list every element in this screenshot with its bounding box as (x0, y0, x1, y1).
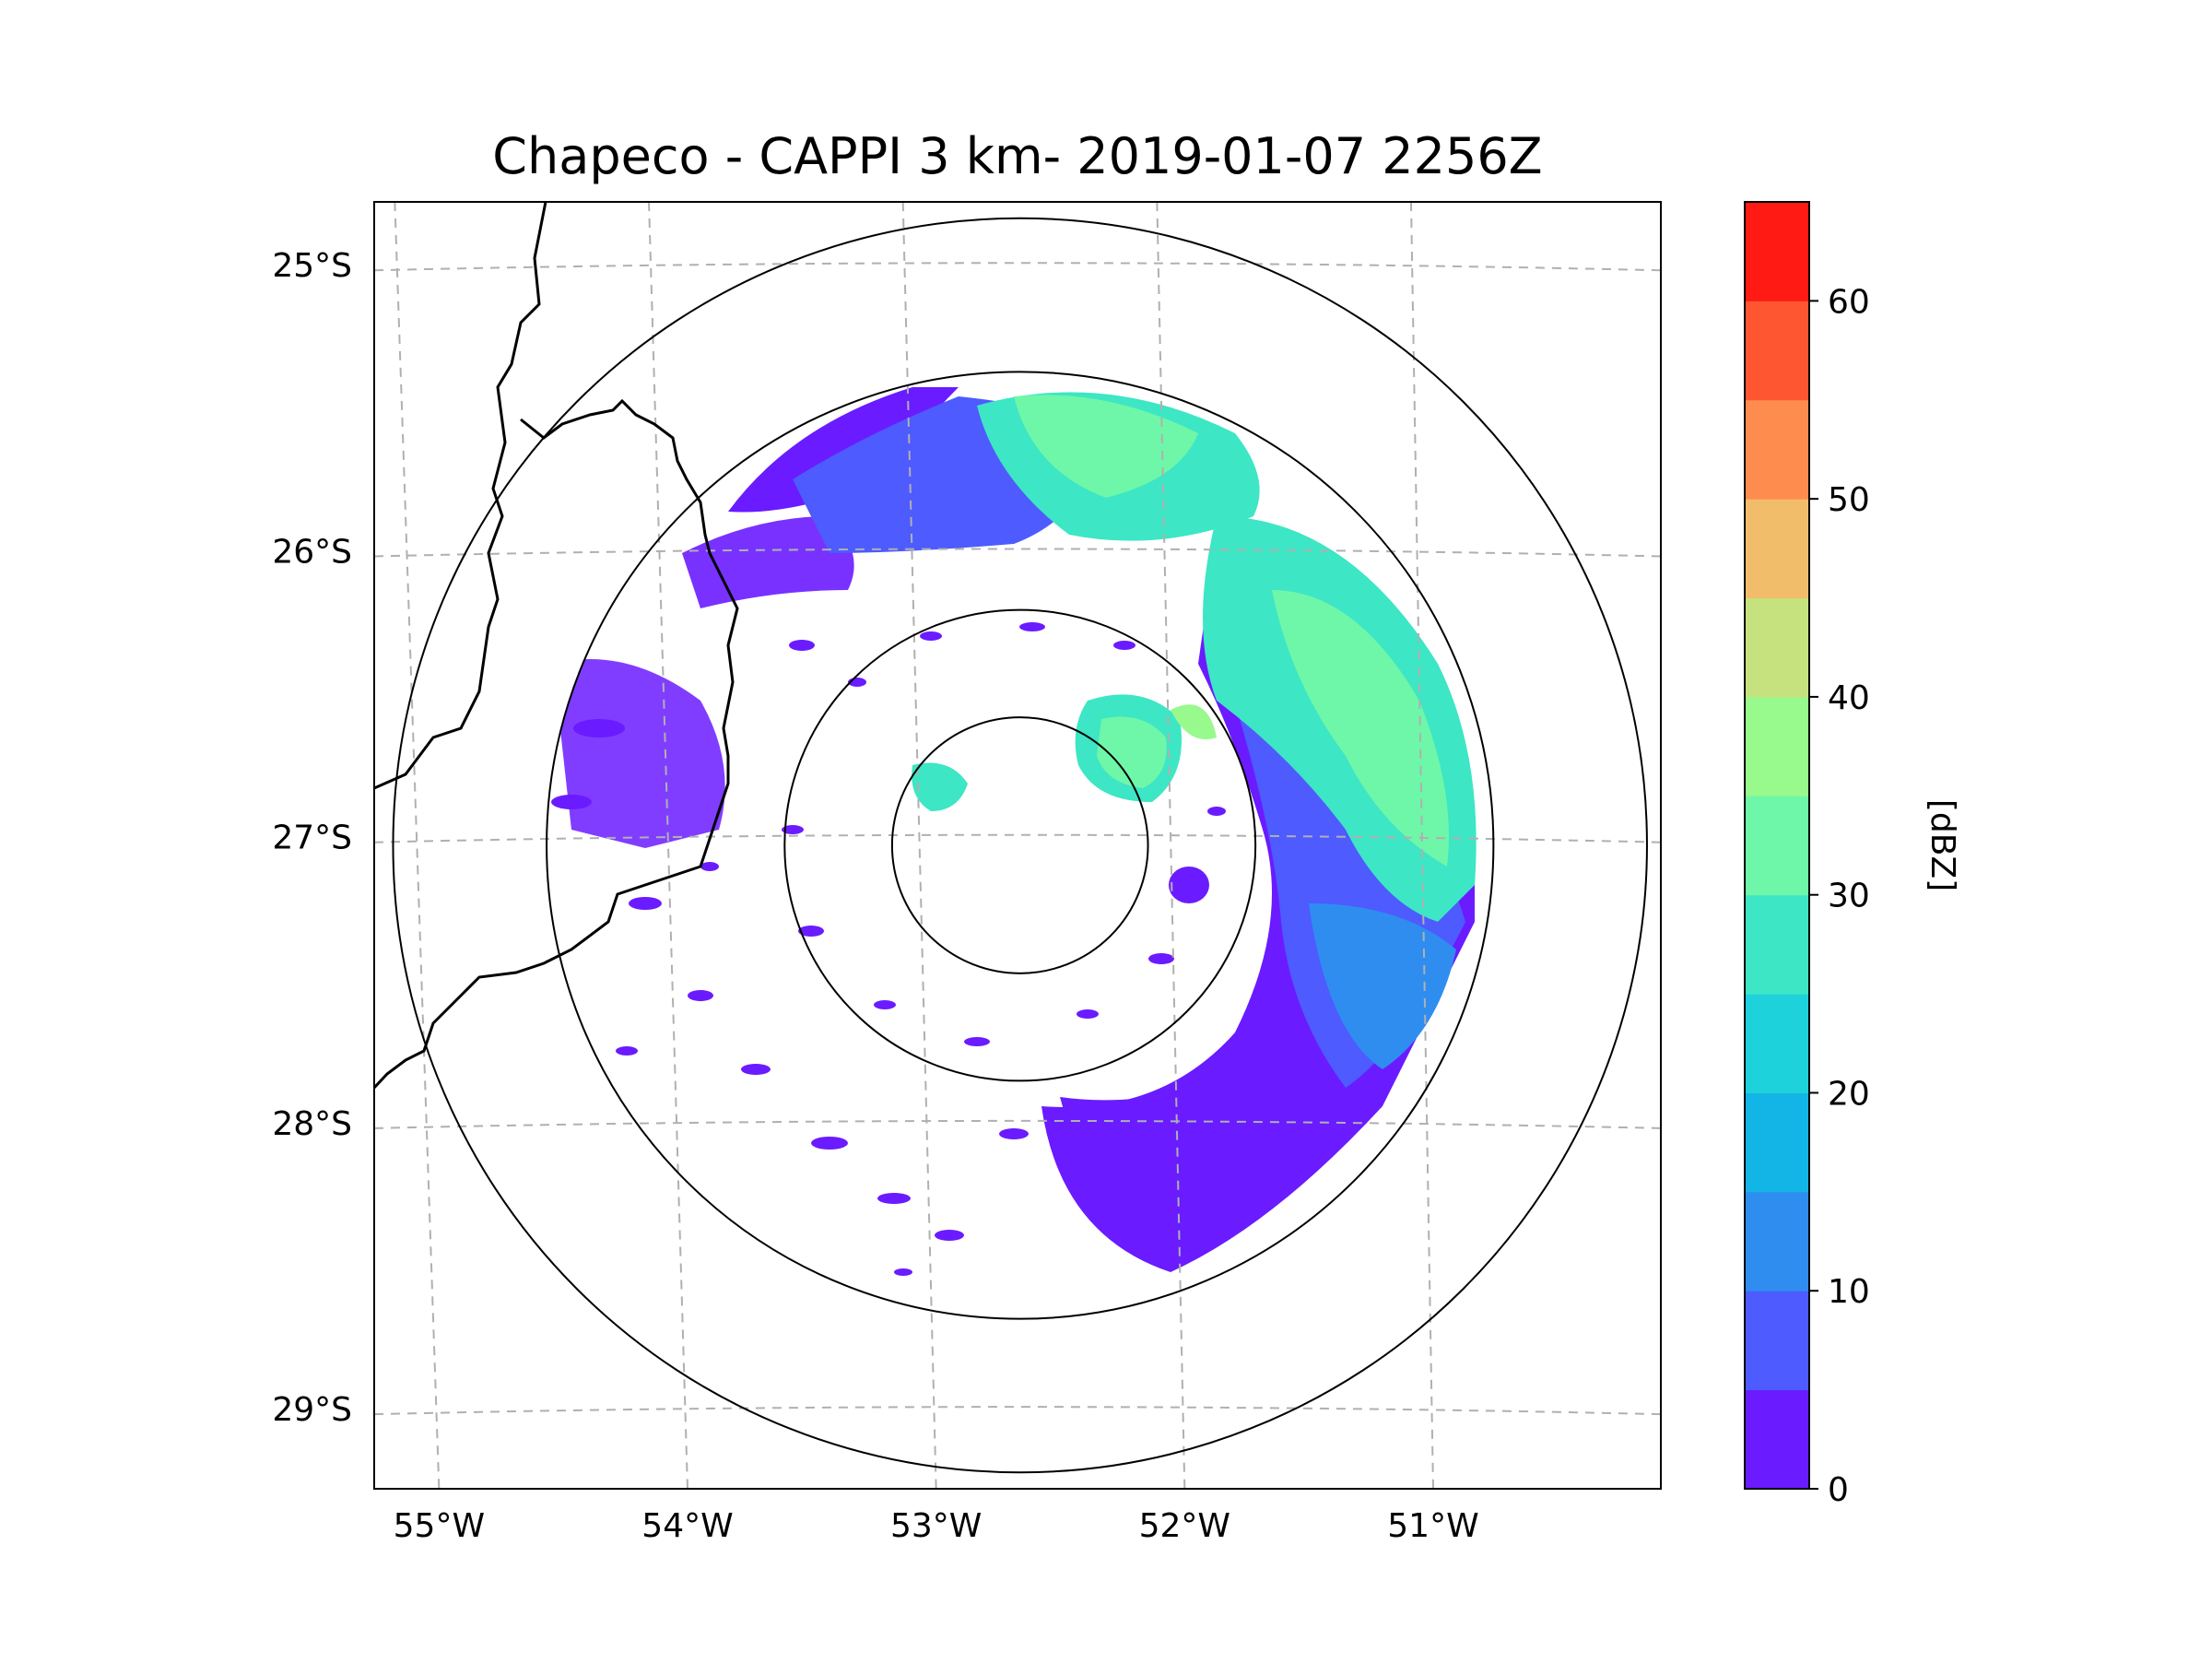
colorbar-bin (1745, 796, 1809, 896)
lat-tick-label: 25°S (272, 247, 352, 285)
echo-core-center-east (1097, 716, 1167, 788)
colorbar-tick-label: 30 (1828, 878, 1870, 915)
colorbar-bin (1745, 1291, 1809, 1391)
colorbar-bin (1745, 1092, 1809, 1193)
colorbar-tick-label: 60 (1828, 283, 1870, 321)
echo-core-small (1171, 704, 1217, 739)
range-rings (392, 217, 1648, 1474)
colorbar-bin (1745, 894, 1809, 995)
lon-tick-label: 51°W (1387, 1507, 1478, 1545)
colorbar-bin (1745, 202, 1809, 301)
colorbar-label: [dBZ] (1924, 799, 1961, 891)
colorbar-bin (1745, 696, 1809, 796)
range-ring (890, 716, 1149, 974)
echo-core-east (1272, 590, 1449, 867)
colorbar-tick-label: 50 (1828, 481, 1870, 519)
colorbar-tick-label: 0 (1828, 1471, 1849, 1509)
lat-tick-label: 27°S (272, 820, 352, 857)
lon-tick-labels: 55°W 54°W 53°W 52°W 51°W (394, 1507, 1479, 1545)
echo-region-west (553, 659, 725, 848)
colorbar-bin (1745, 399, 1809, 500)
colorbar-bin (1745, 597, 1809, 698)
colorbar-bin (1745, 301, 1809, 401)
radar-echo-layer (551, 387, 1477, 1276)
lat-tick-labels: 25°S 26°S 27°S 28°S 29°S (272, 247, 352, 1429)
lon-tick-label: 53°W (890, 1507, 982, 1545)
range-ring (546, 371, 1495, 1320)
colorbar-bin (1745, 994, 1809, 1093)
lon-tick-label: 55°W (394, 1507, 485, 1545)
lat-tick-label: 29°S (272, 1391, 352, 1429)
echo-cell-south-east (1309, 903, 1456, 1069)
lat-tick-label: 28°S (272, 1105, 352, 1143)
echo-core-north (1014, 395, 1198, 498)
colorbar-bin (1745, 499, 1809, 599)
border-line-north-west (374, 202, 547, 790)
map-frame (373, 201, 1662, 1490)
colorbar: 0 10 20 30 40 50 60 [dBZ] (1744, 201, 1961, 1509)
chart-title: Chapeco - CAPPI 3 km- 2019-01-07 2256Z (492, 127, 1542, 185)
colorbar-tick-label: 40 (1828, 679, 1870, 717)
colorbar-tick-label: 20 (1828, 1075, 1870, 1113)
colorbar-frame (1744, 201, 1810, 1490)
lon-tick-label: 54°W (641, 1507, 733, 1545)
colorbar-bin (1745, 1191, 1809, 1291)
echo-speckle (551, 622, 1226, 1276)
colorbar-bin (1745, 1389, 1809, 1490)
border-line-state (374, 398, 739, 1090)
echo-region-north-west (728, 387, 959, 513)
colorbar-tick-label: 10 (1828, 1273, 1870, 1311)
range-ring (392, 217, 1648, 1474)
echo-cell-center-west (912, 762, 968, 811)
lat-tick-label: 26°S (272, 533, 352, 571)
range-ring (783, 608, 1257, 1082)
lon-tick-label: 52°W (1139, 1507, 1230, 1545)
echo-region-south (1060, 1088, 1198, 1254)
